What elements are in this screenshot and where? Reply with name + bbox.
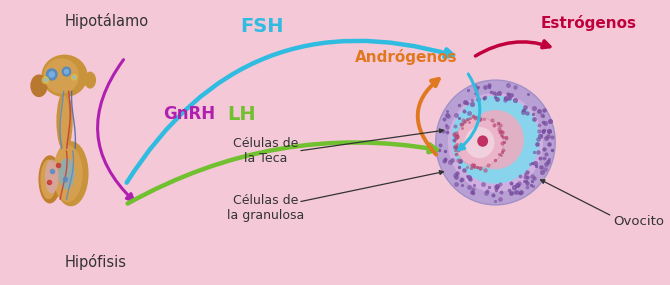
Ellipse shape — [53, 145, 82, 202]
Ellipse shape — [71, 74, 77, 81]
Ellipse shape — [42, 76, 49, 84]
Ellipse shape — [58, 158, 74, 189]
Ellipse shape — [477, 135, 488, 147]
Text: Células de
la Teca: Células de la Teca — [233, 137, 298, 165]
Text: Hipófisis: Hipófisis — [64, 254, 127, 270]
Text: Células de
la granulosa: Células de la granulosa — [227, 194, 304, 222]
Ellipse shape — [38, 155, 61, 203]
Ellipse shape — [56, 91, 72, 151]
Text: Hipotálamo: Hipotálamo — [64, 13, 149, 28]
Text: Ovocito: Ovocito — [614, 215, 665, 228]
Ellipse shape — [60, 96, 70, 147]
Text: Andrógenos: Andrógenos — [355, 49, 458, 66]
Ellipse shape — [48, 71, 55, 78]
Ellipse shape — [464, 127, 494, 158]
Ellipse shape — [42, 55, 88, 97]
Ellipse shape — [46, 68, 58, 81]
Ellipse shape — [64, 69, 69, 74]
Ellipse shape — [72, 76, 76, 79]
Ellipse shape — [84, 72, 96, 89]
Text: FSH: FSH — [240, 17, 283, 36]
Ellipse shape — [40, 160, 57, 199]
Ellipse shape — [44, 78, 48, 82]
Ellipse shape — [62, 66, 71, 77]
Ellipse shape — [467, 110, 524, 169]
Ellipse shape — [44, 58, 79, 93]
Ellipse shape — [456, 117, 503, 168]
Text: LH: LH — [227, 105, 256, 124]
Ellipse shape — [436, 80, 555, 205]
Ellipse shape — [30, 74, 48, 97]
Ellipse shape — [54, 141, 88, 206]
Ellipse shape — [452, 96, 539, 184]
Text: Estrógenos: Estrógenos — [540, 15, 636, 31]
Ellipse shape — [448, 93, 543, 192]
Ellipse shape — [45, 160, 58, 194]
Text: GnRH: GnRH — [163, 105, 216, 123]
